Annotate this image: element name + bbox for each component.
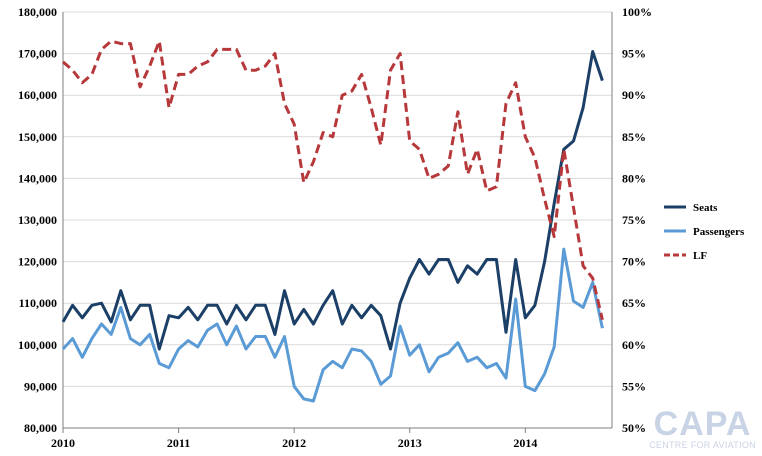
right-axis-tick-label: 75% — [622, 213, 646, 227]
series-lines — [61, 39, 604, 403]
right-axis-ticks: 50% 55% 60% 65% 70% 75% 80% 85% 90% 95% 100% — [622, 5, 652, 435]
right-axis-tick-label: 85% — [622, 130, 646, 144]
x-axis-tick-label: 2013 — [398, 436, 422, 450]
left-axis-tick-label: 100,000 — [18, 338, 57, 352]
x-axis-tick-label: 2014 — [513, 436, 537, 450]
watermark-title: CAPA — [653, 405, 752, 443]
left-axis-tick-label: 90,000 — [24, 379, 57, 393]
right-axis-tick-label: 80% — [622, 171, 646, 185]
legend: Seats Passengers LF — [664, 202, 745, 262]
left-axis-tick-label: 160,000 — [18, 88, 57, 102]
axes — [62, 12, 613, 429]
right-axis-tick-label: 95% — [622, 47, 646, 61]
left-axis-tick-label: 170,000 — [18, 47, 57, 61]
right-axis-tick-label: 55% — [622, 379, 646, 393]
left-axis-tick-label: 110,000 — [19, 296, 57, 310]
x-axis-tick-label: 2011 — [167, 436, 190, 450]
right-axis-tick-label: 90% — [622, 88, 646, 102]
left-axis-tick-label: 80,000 — [24, 421, 57, 435]
x-axis-tick-label: 2012 — [282, 436, 306, 450]
series-line-passengers — [61, 247, 604, 403]
legend-label-lf: LF — [693, 250, 707, 262]
x-axis-ticks: 2010 2011 2012 2013 2014 — [51, 428, 537, 450]
watermark-subtitle: CENTRE FOR AVIATION — [649, 440, 756, 450]
left-axis-tick-label: 180,000 — [18, 5, 57, 19]
right-axis-tick-label: 70% — [622, 255, 646, 269]
right-axis-tick-label: 100% — [622, 5, 652, 19]
series-line-lf — [62, 39, 604, 321]
capa-watermark: CAPA CENTRE FOR AVIATION — [649, 405, 756, 450]
right-axis-tick-label: 50% — [622, 421, 646, 435]
legend-label-seats: Seats — [693, 202, 718, 214]
x-axis-tick-label: 2010 — [51, 436, 75, 450]
left-axis-tick-label: 150,000 — [18, 130, 57, 144]
left-axis-ticks: 80,000 90,000 100,000 110,000 120,000 130,000… — [18, 5, 57, 435]
legend-label-passengers: Passengers — [693, 226, 745, 238]
left-axis-tick-label: 120,000 — [18, 255, 57, 269]
left-axis-tick-label: 130,000 — [18, 213, 57, 227]
right-axis-tick-label: 60% — [622, 338, 646, 352]
series-line-seats — [61, 50, 604, 351]
left-axis-tick-label: 140,000 — [18, 171, 57, 185]
right-axis-tick-label: 65% — [622, 296, 646, 310]
